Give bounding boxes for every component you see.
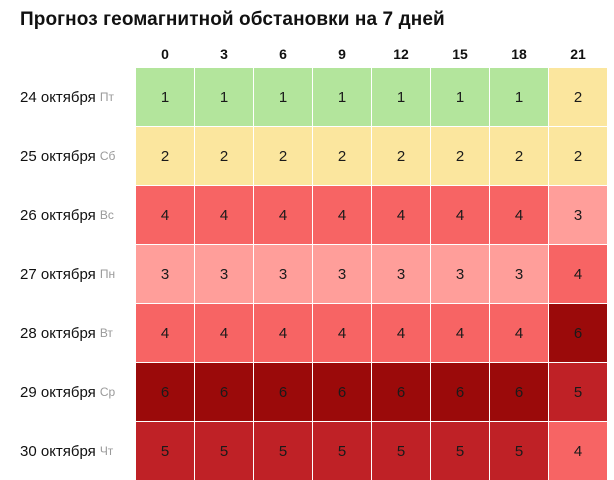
hour-header: 3: [220, 46, 228, 62]
kp-index-cell: 5: [313, 422, 371, 480]
kp-index-cell: 2: [136, 127, 194, 185]
weekday-text: Ср: [99, 385, 116, 399]
row-date-label: 27 октября Пн: [0, 245, 135, 303]
row-date-label: 30 октября Чт: [0, 422, 135, 480]
kp-index-cell: 4: [136, 304, 194, 362]
kp-index-cell: 1: [195, 68, 253, 126]
forecast-table: 0 3 6 9 12 15 18 21 24 октября Пт 1 1 1 1 1 1 1 2 25 октяб…: [0, 41, 607, 480]
hour-header: 21: [570, 46, 586, 62]
hour-header: 15: [452, 46, 468, 62]
kp-index-cell: 4: [195, 304, 253, 362]
kp-index-cell: 5: [549, 363, 607, 421]
weekday-text: Чт: [99, 444, 114, 458]
kp-index-cell: 4: [490, 304, 548, 362]
kp-index-cell: 6: [195, 363, 253, 421]
date-text: 28 октября: [20, 324, 96, 342]
kp-index-cell: 6: [490, 363, 548, 421]
weekday-text: Пн: [99, 267, 116, 281]
kp-index-cell: 5: [136, 422, 194, 480]
row-date-label: 26 октября Вс: [0, 186, 135, 244]
page-title: Прогноз геомагнитной обстановки на 7 дне…: [20, 9, 445, 30]
kp-index-cell: 2: [254, 127, 312, 185]
date-text: 30 октября: [20, 442, 96, 460]
hour-header: 0: [161, 46, 169, 62]
kp-index-cell: 5: [431, 422, 489, 480]
kp-index-cell: 4: [254, 304, 312, 362]
kp-index-cell: 4: [372, 304, 430, 362]
date-text: 29 октября: [20, 383, 96, 401]
kp-index-cell: 3: [195, 245, 253, 303]
kp-index-cell: 1: [136, 68, 194, 126]
date-text: 27 октября: [20, 265, 96, 283]
table-corner: [0, 41, 135, 67]
kp-index-cell: 5: [195, 422, 253, 480]
kp-index-cell: 4: [372, 186, 430, 244]
kp-index-cell: 6: [313, 363, 371, 421]
weekday-text: Пт: [99, 90, 114, 104]
kp-index-cell: 4: [254, 186, 312, 244]
hour-header: 6: [279, 46, 287, 62]
hour-header: 12: [393, 46, 409, 62]
kp-index-cell: 6: [431, 363, 489, 421]
kp-index-cell: 2: [313, 127, 371, 185]
kp-index-cell: 3: [431, 245, 489, 303]
kp-index-cell: 6: [372, 363, 430, 421]
kp-index-cell: 4: [549, 245, 607, 303]
kp-index-cell: 4: [431, 304, 489, 362]
weekday-text: Вс: [99, 208, 114, 222]
kp-index-cell: 4: [313, 186, 371, 244]
row-date-label: 28 октября Вт: [0, 304, 135, 362]
kp-index-cell: 3: [136, 245, 194, 303]
kp-index-cell: 2: [549, 127, 607, 185]
kp-index-cell: 2: [549, 68, 607, 126]
kp-index-cell: 4: [195, 186, 253, 244]
kp-index-cell: 2: [431, 127, 489, 185]
kp-index-cell: 6: [549, 304, 607, 362]
kp-index-cell: 4: [313, 304, 371, 362]
hour-header: 9: [338, 46, 346, 62]
kp-index-cell: 3: [372, 245, 430, 303]
kp-index-cell: 2: [490, 127, 548, 185]
kp-index-cell: 1: [431, 68, 489, 126]
row-date-label: 29 октября Ср: [0, 363, 135, 421]
kp-index-cell: 3: [313, 245, 371, 303]
kp-index-cell: 5: [254, 422, 312, 480]
row-date-label: 25 октября Сб: [0, 127, 135, 185]
kp-index-cell: 6: [254, 363, 312, 421]
hour-header: 18: [511, 46, 527, 62]
kp-index-cell: 4: [549, 422, 607, 480]
kp-index-cell: 4: [431, 186, 489, 244]
kp-index-cell: 3: [549, 186, 607, 244]
kp-index-cell: 3: [490, 245, 548, 303]
kp-index-cell: 2: [195, 127, 253, 185]
kp-index-cell: 5: [490, 422, 548, 480]
weekday-text: Сб: [99, 149, 116, 163]
kp-index-cell: 4: [136, 186, 194, 244]
date-text: 24 октября: [20, 88, 96, 106]
row-date-label: 24 октября Пт: [0, 68, 135, 126]
kp-index-cell: 1: [254, 68, 312, 126]
weekday-text: Вт: [99, 326, 113, 340]
kp-index-cell: 1: [490, 68, 548, 126]
kp-index-cell: 4: [490, 186, 548, 244]
kp-index-cell: 3: [254, 245, 312, 303]
kp-index-cell: 5: [372, 422, 430, 480]
date-text: 26 октября: [20, 206, 96, 224]
kp-index-cell: 2: [372, 127, 430, 185]
date-text: 25 октября: [20, 147, 96, 165]
kp-index-cell: 6: [136, 363, 194, 421]
kp-index-cell: 1: [372, 68, 430, 126]
kp-index-cell: 1: [313, 68, 371, 126]
